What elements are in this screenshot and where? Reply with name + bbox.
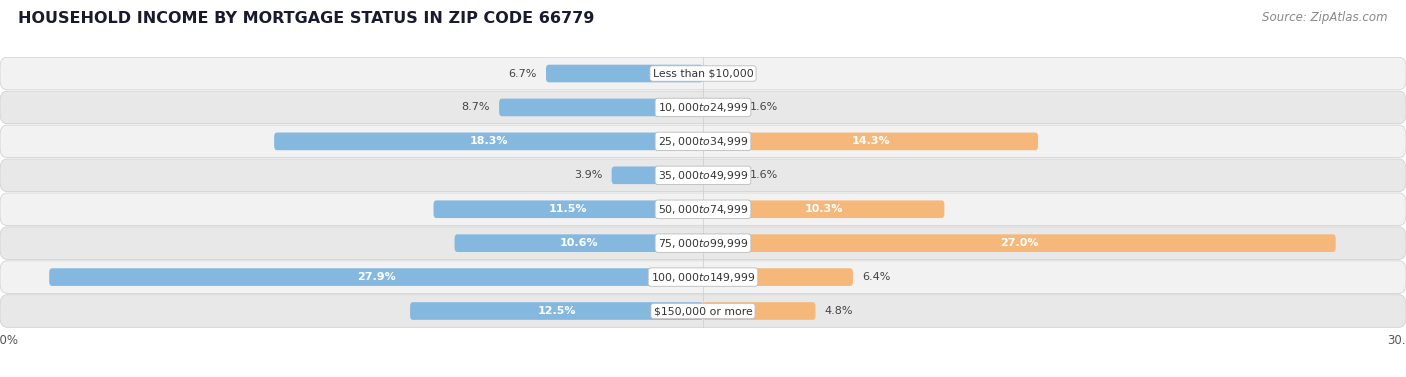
FancyBboxPatch shape bbox=[703, 201, 945, 218]
FancyBboxPatch shape bbox=[703, 99, 741, 116]
FancyBboxPatch shape bbox=[411, 302, 703, 320]
Text: 3.9%: 3.9% bbox=[574, 170, 602, 180]
Text: 12.5%: 12.5% bbox=[537, 306, 576, 316]
FancyBboxPatch shape bbox=[546, 65, 703, 82]
Text: 27.0%: 27.0% bbox=[1000, 238, 1039, 248]
FancyBboxPatch shape bbox=[0, 125, 1406, 158]
Text: 1.6%: 1.6% bbox=[749, 170, 778, 180]
FancyBboxPatch shape bbox=[0, 295, 1406, 327]
FancyBboxPatch shape bbox=[703, 133, 1038, 150]
Text: $150,000 or more: $150,000 or more bbox=[654, 306, 752, 316]
Text: Less than $10,000: Less than $10,000 bbox=[652, 69, 754, 78]
Text: $50,000 to $74,999: $50,000 to $74,999 bbox=[658, 203, 748, 216]
Text: 14.3%: 14.3% bbox=[851, 136, 890, 146]
Text: $10,000 to $24,999: $10,000 to $24,999 bbox=[658, 101, 748, 114]
Text: 10.6%: 10.6% bbox=[560, 238, 598, 248]
FancyBboxPatch shape bbox=[0, 227, 1406, 259]
FancyBboxPatch shape bbox=[0, 159, 1406, 192]
FancyBboxPatch shape bbox=[612, 167, 703, 184]
Text: 10.3%: 10.3% bbox=[804, 204, 842, 214]
FancyBboxPatch shape bbox=[0, 91, 1406, 124]
FancyBboxPatch shape bbox=[433, 201, 703, 218]
FancyBboxPatch shape bbox=[0, 193, 1406, 225]
Text: 6.7%: 6.7% bbox=[508, 69, 537, 78]
Text: 11.5%: 11.5% bbox=[548, 204, 588, 214]
Text: 6.4%: 6.4% bbox=[862, 272, 891, 282]
FancyBboxPatch shape bbox=[0, 57, 1406, 90]
Text: 1.6%: 1.6% bbox=[749, 103, 778, 112]
Text: 0.0%: 0.0% bbox=[713, 69, 741, 78]
Text: HOUSEHOLD INCOME BY MORTGAGE STATUS IN ZIP CODE 66779: HOUSEHOLD INCOME BY MORTGAGE STATUS IN Z… bbox=[18, 11, 595, 26]
FancyBboxPatch shape bbox=[703, 302, 815, 320]
Text: 27.9%: 27.9% bbox=[357, 272, 395, 282]
FancyBboxPatch shape bbox=[499, 99, 703, 116]
Text: Source: ZipAtlas.com: Source: ZipAtlas.com bbox=[1263, 11, 1388, 24]
FancyBboxPatch shape bbox=[274, 133, 703, 150]
Text: 18.3%: 18.3% bbox=[470, 136, 508, 146]
FancyBboxPatch shape bbox=[49, 268, 703, 286]
FancyBboxPatch shape bbox=[703, 268, 853, 286]
Text: $75,000 to $99,999: $75,000 to $99,999 bbox=[658, 237, 748, 250]
Text: 8.7%: 8.7% bbox=[461, 103, 489, 112]
Text: $25,000 to $34,999: $25,000 to $34,999 bbox=[658, 135, 748, 148]
FancyBboxPatch shape bbox=[454, 234, 703, 252]
Legend: Without Mortgage, With Mortgage: Without Mortgage, With Mortgage bbox=[569, 375, 837, 377]
Text: 4.8%: 4.8% bbox=[825, 306, 853, 316]
FancyBboxPatch shape bbox=[703, 167, 741, 184]
FancyBboxPatch shape bbox=[0, 261, 1406, 293]
Text: $100,000 to $149,999: $100,000 to $149,999 bbox=[651, 271, 755, 284]
FancyBboxPatch shape bbox=[703, 234, 1336, 252]
Text: $35,000 to $49,999: $35,000 to $49,999 bbox=[658, 169, 748, 182]
